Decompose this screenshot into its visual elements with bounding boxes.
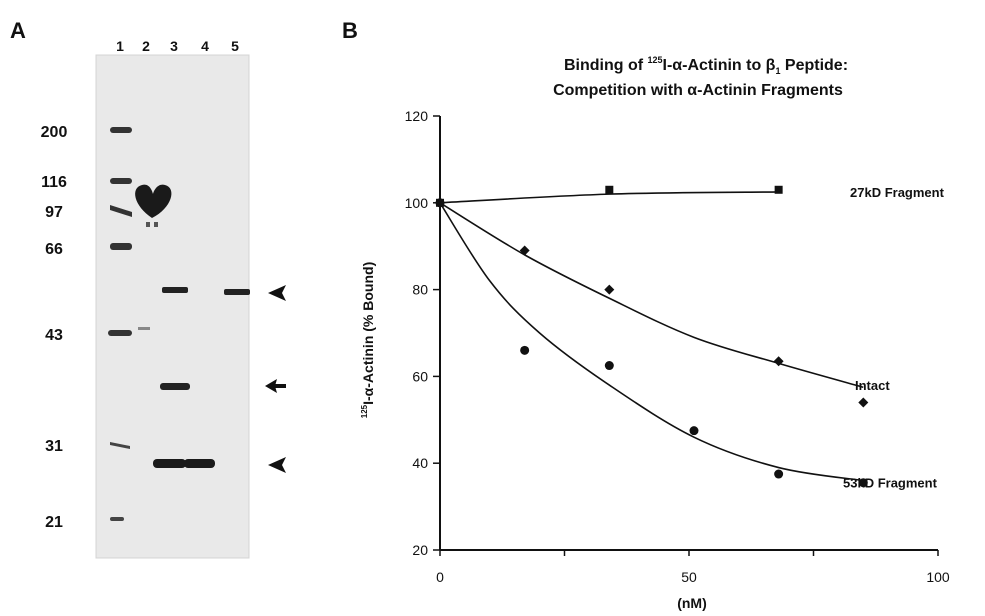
series-curves: [439, 191, 864, 482]
gel-band: [153, 459, 186, 468]
gel-band: [110, 442, 130, 449]
gel-band: [110, 178, 132, 184]
mw-marker-label: 97: [45, 204, 63, 221]
data-point-diamond: [773, 356, 784, 367]
arrowhead-icon: [268, 457, 286, 473]
y-tick-label: 60: [412, 368, 428, 384]
data-point-circle: [774, 469, 784, 479]
gel-background: [95, 54, 250, 559]
x-tick-label: 0: [436, 569, 444, 585]
gel-lane-label: 3: [170, 38, 178, 54]
gel-band: [110, 243, 132, 250]
gel-lane-label: 1: [116, 38, 124, 54]
mw-marker-label: 21: [45, 514, 63, 531]
panel-b-label: B: [342, 18, 358, 43]
gel-band: [110, 205, 132, 217]
mw-marker-label: 200: [41, 124, 68, 141]
panel-a-label: A: [10, 18, 26, 43]
data-point-circle: [604, 361, 614, 371]
y-axis-label: 125I-α-Actinin (% Bound): [360, 262, 376, 419]
gel-band: [224, 289, 250, 295]
data-point-circle: [858, 478, 868, 488]
gel-lane-label: 4: [201, 38, 209, 54]
gel-band: [110, 127, 132, 133]
gel-band: [146, 222, 150, 227]
chart-title-line2: Competition with α-Actinin Fragments: [553, 82, 843, 99]
series-curve-27kd: [439, 191, 779, 204]
axes: 20 40 60 80 100 120 0 50 100: [405, 108, 950, 585]
series-curve-53kd: [439, 202, 864, 482]
x-axis-label: (nM): [677, 595, 707, 611]
data-point-diamond: [604, 284, 615, 295]
x-tick-label: 50: [681, 569, 697, 585]
gel-lane-label: 2: [142, 38, 150, 54]
data-point-circle: [435, 198, 445, 208]
y-tick-label: 80: [412, 282, 428, 298]
gel-band: [138, 327, 150, 330]
series-labels: 27kD Fragment Intact 53kD Fragment: [843, 185, 945, 491]
data-point-square: [774, 185, 783, 194]
gel-blob: [135, 184, 172, 218]
series-points: [435, 185, 869, 488]
plot-area: 20 40 60 80 100 120 0 50 100 27kD Fragment Intact…: [405, 108, 950, 585]
series-label-27kd: 27kD Fragment: [850, 185, 945, 200]
mw-marker-label: 43: [45, 327, 63, 344]
series-label-intact: Intact: [855, 378, 890, 393]
x-tick-label: 100: [926, 569, 950, 585]
y-tick-label: 100: [405, 195, 429, 211]
data-point-square: [605, 185, 614, 194]
gel-band: [110, 517, 124, 521]
gel-band: [108, 330, 132, 336]
y-tick-label: 120: [405, 108, 429, 124]
gel-band: [184, 459, 215, 468]
mw-marker-label: 31: [45, 438, 63, 455]
series-label-53kd: 53kD Fragment: [843, 476, 938, 491]
mw-marker-label: 66: [45, 241, 63, 258]
gel-band: [154, 222, 158, 227]
chart-title-line1: Binding of 125I-α-Actinin to β1 Peptide:: [564, 55, 848, 76]
arrow-icon: [265, 379, 286, 393]
data-point-circle: [520, 345, 530, 355]
data-point-diamond: [858, 397, 869, 408]
series-curve-intact: [439, 202, 864, 389]
gel-band: [162, 287, 188, 293]
y-tick-label: 20: [412, 542, 428, 558]
y-tick-label: 40: [412, 455, 428, 471]
gel-image: 1 2 3 4 5 200 116 97 66 43 31 21: [41, 38, 286, 559]
mw-marker-label: 116: [41, 174, 67, 191]
gel-lane-label: 5: [231, 38, 239, 54]
arrowhead-icon: [268, 285, 286, 301]
data-point-diamond: [519, 245, 530, 256]
gel-band: [160, 383, 190, 390]
data-point-circle: [689, 426, 699, 436]
